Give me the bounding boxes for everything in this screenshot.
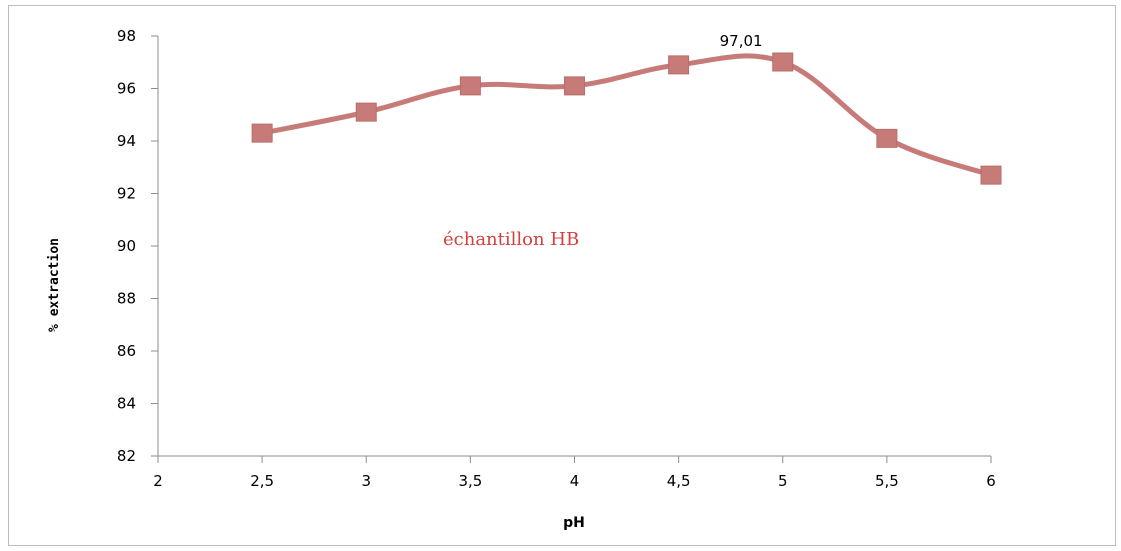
x-tick-label: 4	[570, 472, 580, 490]
y-tick-label: 82	[117, 447, 136, 465]
data-point	[772, 52, 794, 72]
x-ticks: 2 2,5 3 3,5 4 4,5 5 5,5 6	[153, 456, 996, 490]
x-tick-label: 6	[986, 472, 996, 490]
data-point	[668, 55, 690, 75]
data-point	[876, 128, 898, 148]
y-tick-label: 90	[117, 237, 136, 255]
x-axis-label: pH	[563, 515, 585, 531]
y-axis-label: % extraction	[47, 238, 62, 332]
x-tick-label: 2	[153, 472, 163, 490]
data-point	[355, 102, 377, 122]
data-annotation: 97,01	[720, 32, 763, 50]
y-tick-label: 98	[117, 27, 136, 45]
data-point	[251, 123, 273, 143]
y-tick-label: 86	[117, 342, 136, 360]
x-tick-label: 4,5	[667, 472, 691, 490]
series	[251, 52, 1002, 185]
y-tick-label: 88	[117, 290, 136, 308]
x-tick-label: 3,5	[458, 472, 482, 490]
y-ticks: 82 84 86 88 90 92 94 96 98	[117, 27, 158, 465]
series-line	[259, 53, 994, 178]
y-tick-label: 92	[117, 185, 136, 203]
y-tick-label: 94	[117, 132, 136, 150]
data-point	[980, 165, 1002, 185]
x-tick-label: 3	[361, 472, 371, 490]
y-tick-label: 84	[117, 395, 136, 413]
series-label: échantillon HB	[443, 229, 579, 250]
x-tick-label: 5,5	[875, 472, 899, 490]
data-point	[459, 76, 481, 96]
data-point	[564, 76, 585, 96]
x-tick-label: 2,5	[250, 472, 274, 490]
annotations: 97,01	[720, 32, 763, 50]
x-tick-label: 5	[778, 472, 788, 490]
y-tick-label: 96	[117, 80, 136, 98]
